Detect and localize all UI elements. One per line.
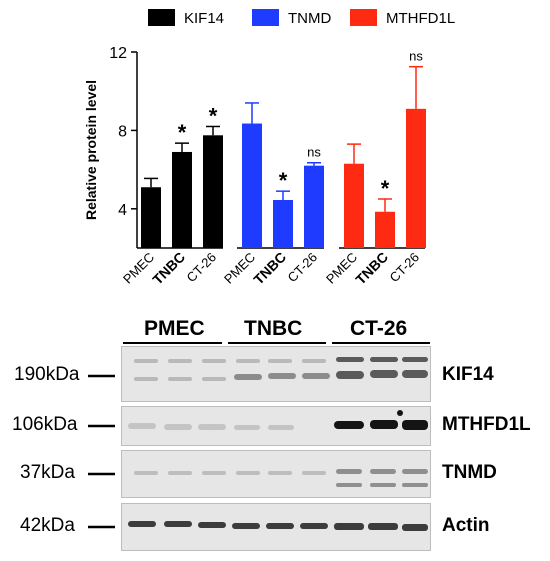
- blot-label-tnmd: TNMD: [442, 462, 497, 483]
- blot-group-label-pmec: PMEC: [144, 317, 205, 340]
- y-tick-label: 4: [118, 202, 127, 219]
- legend-swatch-kif14: [148, 9, 175, 26]
- blot-strip-actin: [121, 503, 431, 551]
- bar-kif14-tnbc: [172, 151, 192, 248]
- mw-marker-37: 37kDa: [20, 462, 75, 483]
- significance-star: *: [381, 176, 390, 201]
- bar-tnmd-ct-26: [304, 165, 324, 248]
- y-tick-label: 8: [118, 123, 127, 140]
- bar-kif14-ct-26: [203, 135, 223, 248]
- legend-swatch-tnmd: [252, 9, 279, 26]
- bar-tnmd-pmec: [242, 123, 262, 248]
- significance-ns: ns: [409, 49, 423, 64]
- blot-group-label-tnbc: TNBC: [244, 317, 303, 340]
- mw-marker-190: 190kDa: [14, 364, 80, 385]
- legend: KIF14 TNMD MTHFD1L: [148, 9, 455, 27]
- significance-ns: ns: [307, 145, 321, 160]
- significance-star: *: [279, 168, 288, 193]
- mw-marker-42: 42kDa: [20, 515, 75, 536]
- blot-strip-kif14: [121, 346, 431, 402]
- blot-group-label-ct26: CT-26: [350, 317, 408, 340]
- bar-mthfd1l-ct-26: [406, 108, 426, 248]
- bar-mthfd1l-tnbc: [375, 211, 395, 248]
- legend-label-mthfd1l: MTHFD1L: [386, 10, 455, 27]
- bar-tnmd-tnbc: [273, 199, 293, 248]
- blot-label-mthfd1l: MTHFD1L: [442, 414, 531, 435]
- mw-marker-106: 106kDa: [12, 414, 78, 435]
- bar-kif14-pmec: [141, 187, 161, 248]
- blot-strip-mthfd1l: [121, 406, 431, 446]
- significance-star: *: [209, 103, 218, 128]
- legend-label-tnmd: TNMD: [288, 10, 331, 27]
- y-axis-label: Relative protein level: [83, 80, 99, 220]
- legend-label-kif14: KIF14: [184, 10, 224, 27]
- blot-label-kif14: KIF14: [442, 364, 494, 385]
- legend-swatch-mthfd1l: [350, 9, 377, 26]
- bar-mthfd1l-pmec: [344, 163, 364, 248]
- significance-star: *: [178, 120, 187, 145]
- y-tick-label: 12: [109, 45, 127, 62]
- blot-strip-tnmd: [121, 450, 431, 498]
- blot-label-actin: Actin: [442, 515, 490, 536]
